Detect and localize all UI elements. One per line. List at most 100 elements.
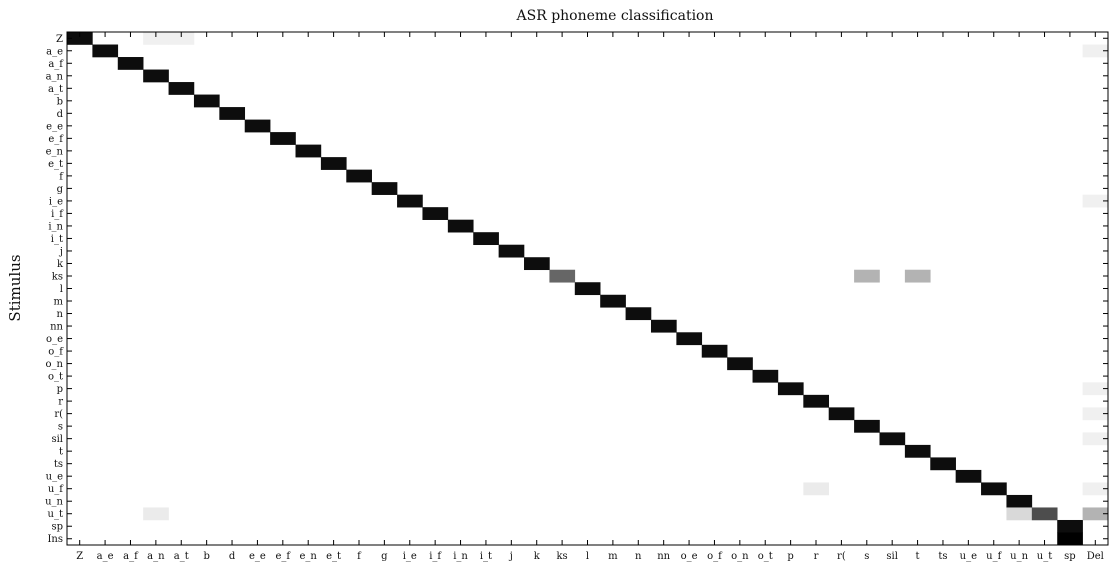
heatmap-cell [143,69,169,83]
heatmap-cell [1082,432,1109,446]
x-tick-label: i_n [453,551,468,562]
y-tick-label: u_e [46,472,63,483]
heatmap-cell [574,282,601,296]
heatmap-cell [854,419,880,433]
y-tick-label: i_f [51,209,64,220]
heatmap-cell [676,332,703,346]
x-tick-label: ts [938,551,947,562]
heatmap-cell [92,44,119,58]
y-tick-label: a_n [46,71,64,82]
heatmap-cell [143,507,169,521]
x-tick-label: n [635,551,642,562]
heatmap-cell [295,144,322,158]
x-tick-label: sil [886,551,898,562]
x-tick-label: e_f [276,551,292,562]
y-tick-label: j [59,246,63,257]
x-tick-label: l [586,551,589,562]
x-tick-label: k [534,551,541,562]
y-tick-label: Z [56,34,63,45]
y-tick-label: n [57,309,64,320]
y-tick-label: m [54,297,64,308]
heatmap-cell [67,32,93,45]
y-axis-label: Stimulus [6,254,24,321]
heatmap-cell [549,269,576,283]
heatmap-cell [1082,407,1109,421]
y-tick-label: ts [54,459,63,470]
heatmap-cell [803,482,830,496]
x-tick-label: r( [837,551,846,562]
heatmap-cell [828,407,855,421]
heatmap-cell [524,257,550,271]
heatmap-cell [422,207,449,220]
x-tick-label: s [864,551,869,562]
x-tick-label: a_t [174,551,189,562]
x-tick-label: u_n [1010,551,1028,562]
heatmap-cells [67,32,1109,546]
x-tick-label: m [608,551,618,562]
heatmap-cell [168,82,195,95]
heatmap-cell [727,357,753,371]
heatmap-cell [904,444,931,458]
y-tick-label: sil [51,434,63,445]
heatmap-cell [193,94,220,108]
heatmap-cell [752,369,779,383]
x-tick-label: r [814,551,819,562]
x-tick-label: Z [76,551,83,562]
y-tick-label: a_t [48,84,63,95]
x-tick-label: t [916,551,920,562]
x-tick-label: a_e [97,551,114,562]
heatmap-cell [777,382,804,396]
x-tick-label: o_f [707,551,723,562]
y-tick-label: b [57,96,63,107]
x-tick-label: e_n [300,551,318,562]
heatmap-cell [117,57,144,70]
x-tick-label: p [787,551,793,562]
heatmap-cell [346,169,372,183]
y-tick-label: s [58,422,63,433]
x-tick-label: f [357,551,362,562]
heatmap-cell [1057,519,1083,533]
heatmap-cell [1006,507,1033,521]
x-tick-label: j [509,551,513,562]
y-tick-label: t [59,447,63,458]
x-tick-label: o_e [681,551,698,562]
y-tick-label: o_t [48,372,63,383]
x-tick-label: d [229,551,236,562]
heatmap-cell [1006,494,1033,508]
x-tick-label: o_n [731,551,749,562]
y-tick-label: i_e [49,196,63,207]
y-tick-label: u_n [45,497,63,508]
y-tick-label: f [59,171,64,182]
y-tick-label: a_e [46,46,63,57]
y-tick-label: e_e [46,121,63,132]
heatmap-cell [701,344,728,358]
y-tick-label: e_n [46,146,64,157]
chart-title: ASR phoneme classification [516,8,714,24]
heatmap-cell [1082,44,1109,58]
heatmap-cell [981,482,1007,496]
x-tick-label: a_n [147,551,165,562]
heatmap-cell [244,119,271,133]
x-tick-label: i_f [429,551,442,562]
heatmap-cell [650,319,677,333]
heatmap-cell [803,394,830,408]
heatmap-cell [498,244,525,258]
x-tick-label: u_f [986,551,1002,562]
y-tick-label: u_f [48,484,64,495]
heatmap-cell [143,32,169,45]
y-tick-label: i_n [48,221,63,232]
heatmap-cell [930,457,956,471]
y-tick-label: sp [51,522,63,533]
heatmap-cell [168,32,195,45]
y-tick-label: r( [54,409,63,420]
heatmap-cell [270,132,296,145]
x-tick-label: g [381,551,388,562]
y-tick-label: d [57,109,64,120]
y-tick-label: i_t [51,234,63,245]
y-tick-label: u_t [48,509,63,520]
heatmap-cell [854,269,880,283]
x-tick-label: Del [1087,551,1104,562]
